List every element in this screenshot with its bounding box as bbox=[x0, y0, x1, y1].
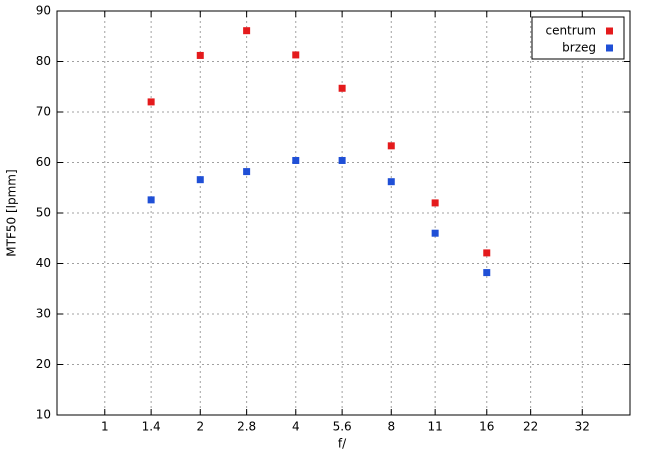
legend-label: centrum bbox=[545, 24, 596, 38]
y-tick-label: 50 bbox=[36, 206, 51, 220]
y-axis-label: MTF50 [lpmm] bbox=[5, 169, 19, 256]
point bbox=[147, 196, 155, 204]
point bbox=[196, 176, 204, 184]
point bbox=[292, 156, 300, 164]
x-tick-label: 2 bbox=[196, 420, 204, 434]
y-tick-label: 20 bbox=[36, 357, 51, 371]
x-tick-label: 1.4 bbox=[142, 420, 161, 434]
y-tick-label: 80 bbox=[36, 54, 51, 68]
y-tick-label: 30 bbox=[36, 307, 51, 321]
x-axis-label: f/ bbox=[338, 437, 347, 451]
x-tick-label: 11 bbox=[428, 420, 443, 434]
legend-frame bbox=[531, 16, 625, 60]
legend-swatch bbox=[606, 44, 613, 52]
point bbox=[431, 199, 439, 207]
y-tick-label: 40 bbox=[36, 256, 51, 270]
point bbox=[431, 229, 439, 237]
point bbox=[292, 51, 300, 59]
x-tick-label: 8 bbox=[387, 420, 395, 434]
point bbox=[483, 269, 491, 277]
point bbox=[243, 168, 251, 176]
point bbox=[387, 142, 395, 150]
point bbox=[387, 178, 395, 186]
point bbox=[483, 249, 491, 257]
point bbox=[196, 51, 204, 59]
x-tick-label: 32 bbox=[575, 420, 590, 434]
legend-label: brzeg bbox=[562, 41, 596, 55]
point bbox=[338, 156, 346, 164]
x-tick-label: 16 bbox=[479, 420, 494, 434]
y-tick-label: 70 bbox=[36, 105, 51, 119]
x-tick-label: 1 bbox=[101, 420, 109, 434]
y-tick-label: 10 bbox=[36, 408, 51, 422]
y-tick-label: 90 bbox=[36, 4, 51, 18]
y-tick-label: 60 bbox=[36, 155, 51, 169]
point bbox=[147, 98, 155, 106]
x-tick-label: 22 bbox=[523, 420, 538, 434]
point bbox=[338, 84, 346, 92]
point bbox=[243, 27, 251, 35]
plot-frame bbox=[56, 10, 631, 416]
x-tick-label: 2.8 bbox=[237, 420, 256, 434]
legend-swatch bbox=[606, 27, 613, 35]
x-tick-label: 4 bbox=[292, 420, 300, 434]
x-tick-label: 5.6 bbox=[333, 420, 352, 434]
